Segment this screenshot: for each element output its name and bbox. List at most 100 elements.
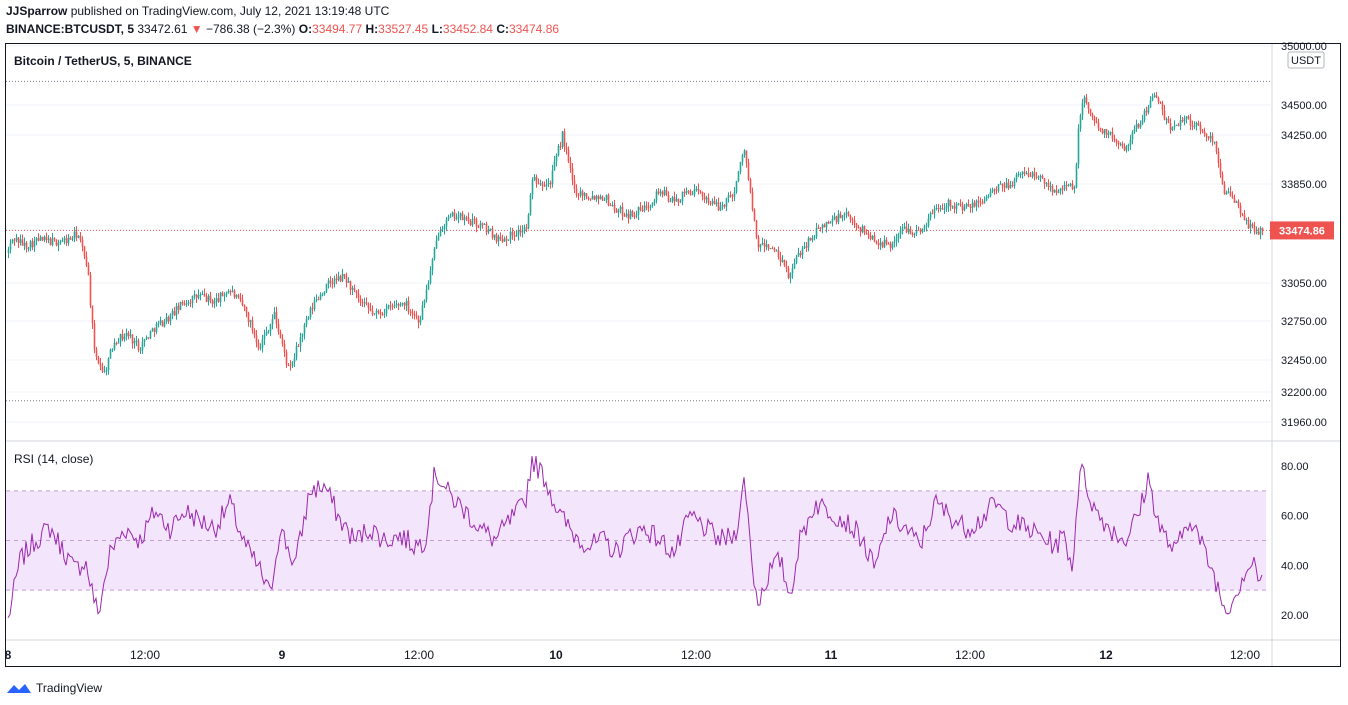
candle-body-144 [295, 346, 298, 359]
candle-body-382 [771, 248, 774, 250]
candle-body-212 [431, 259, 434, 271]
price-tick-label-0: 35000.00 [1281, 41, 1327, 53]
candle-body-422 [851, 219, 854, 221]
candle-body-171 [349, 281, 352, 290]
candle-body-219 [445, 219, 448, 227]
candle-body-426 [859, 228, 862, 232]
candle-body-406 [819, 227, 822, 229]
candle-body-310 [627, 213, 630, 219]
candle-body-231 [469, 221, 472, 225]
candle-body-63 [133, 341, 136, 344]
candle-body-428 [863, 226, 866, 233]
candle-body-597 [1201, 130, 1204, 132]
candle-body-440 [887, 243, 890, 245]
candle-body-458 [923, 226, 926, 229]
candle-body-452 [911, 234, 914, 236]
candle-body-324 [655, 191, 658, 201]
candle-body-611 [1229, 191, 1232, 197]
candle-body-25 [57, 242, 60, 246]
candle-body-55 [117, 342, 120, 344]
candle-body-107 [221, 292, 224, 297]
candle-body-122 [251, 320, 254, 331]
candle-body-561 [1129, 139, 1132, 145]
currency-badge[interactable] [1287, 51, 1325, 69]
candle-body-438 [883, 239, 886, 247]
candle-body-558 [1123, 146, 1126, 151]
chart-frame[interactable] [5, 43, 1341, 667]
candle-body-42 [91, 305, 94, 324]
candle-body-131 [269, 324, 272, 332]
price-tick-label-8: 31960.00 [1281, 417, 1327, 429]
candle-body-200 [407, 300, 410, 312]
candle-body-481 [969, 206, 972, 208]
price-axis[interactable]: 35000.00 34500.00 34250.00 33850.00 33050.00… [1281, 41, 1327, 429]
candle-body-617 [1241, 213, 1244, 215]
candle-body-147 [301, 333, 304, 337]
candle-body-36 [79, 235, 82, 240]
candle-body-365 [737, 171, 740, 182]
candle-body-577 [1161, 103, 1164, 111]
candle-body-138 [283, 344, 286, 352]
price-tick-label-2: 34250.00 [1281, 130, 1327, 142]
candle-body-430 [867, 233, 870, 236]
candle-body-319 [645, 205, 648, 208]
candle-body-110 [227, 290, 230, 294]
candle-body-126 [259, 347, 262, 349]
candle-body-453 [913, 233, 916, 235]
candle-body-371 [749, 179, 752, 192]
candle-body-50 [107, 358, 110, 371]
candle-body-1 [9, 243, 12, 250]
tradingview-logo-icon[interactable] [6, 681, 32, 695]
candle-body-120 [247, 312, 250, 322]
candle-body-280 [567, 149, 570, 163]
candle-body-273 [553, 161, 556, 171]
candle-body-302 [611, 204, 614, 206]
close-value: 33474.86 [508, 22, 560, 36]
candle-body-567 [1141, 119, 1144, 124]
candle-body-625 [1257, 231, 1260, 235]
candle-body-79 [165, 317, 168, 322]
candle-body-143 [293, 358, 296, 362]
candle-body-152 [311, 308, 314, 310]
candle-body-198 [403, 303, 406, 306]
candle-body-511 [1029, 175, 1032, 177]
candle-body-427 [861, 226, 864, 232]
candle-body-593 [1193, 126, 1196, 128]
candle-body-536 [1079, 115, 1082, 129]
candle-body-157 [321, 294, 324, 296]
candle-body-612 [1231, 196, 1234, 199]
candle-body-184 [375, 310, 378, 314]
rsi-axis[interactable]: 80.00 60.00 40.00 20.00 [1281, 461, 1309, 622]
candle-body-149 [305, 319, 308, 325]
candle-body-362 [731, 195, 734, 197]
candle-body-374 [755, 220, 758, 238]
candle-body-24 [55, 239, 58, 246]
candle-body-168 [343, 274, 346, 277]
candle-body-514 [1035, 176, 1038, 178]
candle-body-473 [953, 206, 956, 209]
candle-body-337 [681, 191, 684, 202]
candle-body-465 [937, 208, 940, 210]
candle-body-169 [345, 276, 348, 283]
candle-body-286 [579, 191, 582, 196]
candle-body-524 [1055, 189, 1058, 193]
candle-body-266 [539, 183, 542, 185]
price-change: −786.38 (−2.3%) [206, 22, 296, 36]
candle-body-134 [275, 312, 278, 324]
candle-body-621 [1249, 224, 1252, 229]
candle-body-109 [225, 293, 228, 296]
grid [6, 45, 1272, 423]
candle-body-81 [169, 314, 172, 322]
candle-body-306 [619, 206, 622, 210]
candle-body-342 [691, 194, 694, 196]
candle-body-23 [53, 238, 56, 240]
candle-body-512 [1031, 172, 1034, 177]
candle-body-312 [631, 210, 634, 217]
candle-body-582 [1171, 127, 1174, 131]
time-axis[interactable]: 8 12:00 9 12:00 10 12:00 11 12:00 12 12:00 [5, 648, 1261, 662]
candle-body-545 [1097, 122, 1100, 129]
author-name[interactable]: JJSparrow [6, 4, 68, 18]
candle-body-607 [1221, 174, 1224, 185]
candle-body-100 [207, 295, 210, 302]
